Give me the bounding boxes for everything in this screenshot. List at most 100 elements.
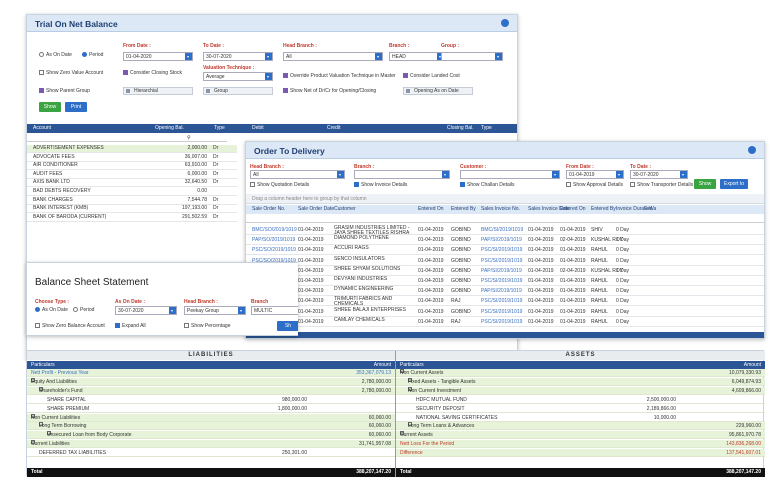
expand-icon[interactable]: − [400,431,404,437]
cell-so[interactable]: BMC/SO/2019/1019 [252,227,297,233]
balance-row[interactable]: NATIONAL SAVING CERTIFICATES 10,000.00 [396,414,765,422]
hierarchial-toggle[interactable]: Hierarchial [123,87,193,95]
balance-row[interactable]: − Unsecured Loan from Body Corporate 60,06… [27,431,395,440]
table-row[interactable]: PSC/SO/2019/1019 01-04-2019 ACCURI RAGS 01-… [246,245,764,256]
head-branch-select[interactable]: Peekay Group [184,306,246,315]
column-header[interactable]: Sales Invoice No. [481,206,520,212]
table-row[interactable]: ADVERTISEMENT EXPENSES 2,000.00 Dr [27,145,237,153]
to-date-input[interactable]: 30-07-2020 [630,170,688,179]
group-toggle[interactable]: Group [203,87,273,95]
table-row[interactable]: ADVOCATE FEES 36,007.00 Dr [27,154,237,162]
show-zero-checkbox[interactable]: Show Zero Balance Account [35,323,105,329]
trial-filter-row[interactable]: ⚲ [27,133,227,142]
balance-row[interactable]: − Shareholder's Fund 2,780,000.00 [27,386,395,395]
expand-icon[interactable]: − [47,431,51,437]
radio-as-on-date[interactable]: As On Date [39,52,72,58]
radio-as-on-date[interactable]: As On Date [35,307,68,313]
balance-row[interactable]: DEFERRED TAX LIABILITIES 250,301.00 [27,449,395,458]
cell-inv[interactable]: PAP/SI/2019/1019 [481,288,522,295]
show-button[interactable]: Sh [277,321,298,331]
show-net-checkbox[interactable]: Show Net of Dr/Cr for Opening/Closing [283,88,376,94]
table-row[interactable]: BMC/SO/2019/1019 01-04-2019 GRASIM INDUSTR… [246,225,764,235]
expand-icon[interactable]: − [31,440,35,446]
cell-inv[interactable]: PSC/SI/2019/1019 [481,247,523,254]
expand-icon[interactable]: − [408,386,412,392]
show-percentage-checkbox[interactable]: Show Percentage [184,323,230,329]
table-row[interactable]: BANK INTEREST (KMB) 197,193.00 Dr [27,205,237,214]
cell-inv[interactable]: PSC/SI/2019/1019 [481,308,523,315]
radio-period[interactable]: Period [73,307,94,313]
balance-row[interactable]: − Non Current Assets 10,079,330.93 [396,369,765,377]
balance-row[interactable]: − Fixed Assets - Tangible Assets 6,049,874… [396,377,765,386]
table-row[interactable]: PAP/SO/2019/1019 01-04-2019 DIAMOND POLYTH… [246,235,764,246]
to-date-input[interactable]: 30-07-2020 [203,52,273,61]
from-date-input[interactable]: 01-04-2020 [123,52,193,61]
balance-row[interactable]: Nett Profit - Previous Year 353,367,079.1… [27,369,395,377]
cell-so[interactable]: PSC/SO/2019/1019 [252,247,296,254]
branch-select[interactable]: HEAD [389,52,445,61]
order-filter-row[interactable] [246,214,764,223]
show-transporter-checkbox[interactable]: Show Transporter Details [630,182,693,188]
valuation-select[interactable]: Average [203,72,273,81]
expand-icon[interactable]: − [31,377,35,383]
branch-select[interactable] [354,170,450,179]
show-button[interactable]: Show [39,102,61,112]
radio-period[interactable]: Period [82,52,103,58]
column-header[interactable]: Sale Order Date [298,206,335,212]
expand-all-checkbox[interactable]: Expand All [115,323,146,329]
cell-inv[interactable]: PSC/SI/2019/1019 [481,318,523,325]
balance-row[interactable]: − Non Current Liabilities 60,060.00 [27,413,395,422]
horizontal-scrollbar[interactable] [246,332,764,338]
head-branch-select[interactable]: All [250,170,345,179]
expand-icon[interactable]: − [400,369,404,374]
column-header[interactable]: Invoice Duration [616,206,653,212]
column-header[interactable]: Customer [334,206,356,212]
cell-inv[interactable]: PSC/SI/2019/1019 [481,298,523,305]
balance-row[interactable]: SECURITY DEPOSIT 2,189,866.00 [396,405,765,413]
filter-icon[interactable]: ⚲ [187,135,191,141]
balance-row[interactable]: Difference 137,541,607.01 [396,449,765,458]
column-header[interactable]: Sale Order No. [252,206,286,212]
balance-row[interactable]: − Current Assets 95,861,970.78 [396,431,765,440]
branch-select[interactable]: MULTIC [251,306,298,315]
show-approval-checkbox[interactable]: Show Approval Details [566,182,623,188]
table-row[interactable]: BANK OF BARODA (CURRENT) 291,502.59 Dr [27,214,237,222]
show-quotation-checkbox[interactable]: Show Quotation Details [250,182,309,188]
expand-icon[interactable]: − [39,422,43,428]
cell-inv[interactable]: PAP/SI/2019/1019 [481,237,522,244]
show-challan-checkbox[interactable]: Show Challan Details [460,182,515,188]
balance-row[interactable]: − Non Current Investment 4,609,866.00 [396,386,765,395]
cell-inv[interactable]: BMC/SI/2019/1019 [481,227,524,233]
expand-icon[interactable]: − [408,377,412,383]
print-button[interactable]: Print [65,102,87,112]
customer-select[interactable] [460,170,560,179]
column-header[interactable]: Entered On [560,206,586,212]
table-row[interactable]: AIR CONDITIONER 63,910.00 Dr [27,162,237,171]
column-header[interactable]: Sales Invoice Date [528,206,570,212]
show-invoice-checkbox[interactable]: Show Invoice Details [354,182,407,188]
column-header[interactable]: Entered By [451,206,476,212]
show-button[interactable]: Show [694,179,716,189]
settings-icon[interactable] [748,146,756,154]
cell-so[interactable]: PAP/SO/2019/1019 [252,237,296,244]
cell-inv[interactable]: PAP/SI/2019/1019 [481,267,522,274]
column-header[interactable]: Entered By [591,206,616,212]
table-row[interactable]: AXIS BANK LTD 32,640.50 Dr [27,179,237,188]
from-date-input[interactable]: 01-04-2019 [566,170,624,179]
table-row[interactable]: AUDIT FEES 6,000.00 Dr [27,171,237,179]
expand-icon[interactable]: − [31,413,35,419]
table-row[interactable]: BAD DEBTS RECOVERY 0.00 [27,188,237,196]
column-header[interactable]: E-Wa [644,206,657,212]
head-branch-select[interactable]: All [283,52,383,61]
cell-inv[interactable]: PSC/SI/2019/1019 [481,278,523,284]
balance-row[interactable]: − Current Liabilities 31,741,957.08 [27,440,395,449]
landed-cost-checkbox[interactable]: Consider Landed Cost [403,73,460,79]
expand-icon[interactable]: − [39,386,43,392]
cell-inv[interactable]: PSC/SI/2019/1019 [481,257,523,264]
